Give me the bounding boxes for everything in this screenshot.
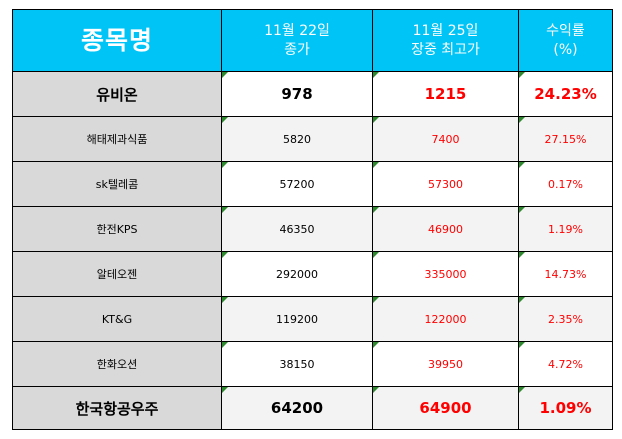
table-row: 알테오젠 292000 335000 14.73%	[12, 251, 613, 297]
number-as-text-marker	[373, 387, 379, 393]
return-cell[interactable]: 0.17%	[518, 161, 613, 207]
return-cell[interactable]: 27.15%	[518, 116, 613, 162]
number-as-text-marker	[519, 207, 525, 213]
stock-name-cell[interactable]: 한화오션	[12, 341, 222, 387]
intraday-high-cell[interactable]: 39950	[372, 341, 519, 387]
number-as-text-marker	[519, 117, 525, 123]
table-row: KT&G 119200 122000 2.35%	[12, 296, 613, 342]
header-high-date: 11월 25일	[412, 22, 479, 39]
number-as-text-marker	[373, 342, 379, 348]
return-cell[interactable]: 14.73%	[518, 251, 613, 297]
table-row: 유비온 978 1215 24.23%	[12, 71, 613, 117]
table-header-row: 종목명 11월 22일 종가 11월 25일 장중 최고가 수익률 (%)	[12, 9, 613, 72]
number-as-text-marker	[373, 162, 379, 168]
header-stock-name[interactable]: 종목명	[12, 9, 222, 72]
return-cell[interactable]: 1.09%	[518, 386, 613, 430]
stock-return-table: 종목명 11월 22일 종가 11월 25일 장중 최고가 수익률 (%) 유비…	[12, 9, 613, 430]
number-as-text-marker	[222, 297, 228, 303]
number-as-text-marker	[373, 297, 379, 303]
number-as-text-marker	[222, 162, 228, 168]
stock-name-cell[interactable]: sk텔레콤	[12, 161, 222, 207]
number-as-text-marker	[373, 252, 379, 258]
number-as-text-marker	[519, 252, 525, 258]
intraday-high-cell[interactable]: 122000	[372, 296, 519, 342]
close-price-cell[interactable]: 978	[221, 71, 373, 117]
intraday-high-cell[interactable]: 46900	[372, 206, 519, 252]
header-close-label: 종가	[284, 41, 310, 58]
close-price-cell[interactable]: 38150	[221, 341, 373, 387]
number-as-text-marker	[519, 387, 525, 393]
close-price-cell[interactable]: 64200	[221, 386, 373, 430]
return-cell[interactable]: 2.35%	[518, 296, 613, 342]
table-row: 한화오션 38150 39950 4.72%	[12, 341, 613, 387]
header-return-label: 수익률	[546, 22, 585, 39]
number-as-text-marker	[222, 72, 228, 78]
intraday-high-cell[interactable]: 57300	[372, 161, 519, 207]
header-intraday-high[interactable]: 11월 25일 장중 최고가	[372, 9, 519, 72]
table-row: 한국항공우주 64200 64900 1.09%	[12, 386, 613, 430]
header-close-date: 11월 22일	[264, 22, 330, 39]
header-return[interactable]: 수익률 (%)	[518, 9, 613, 72]
number-as-text-marker	[222, 387, 228, 393]
number-as-text-marker	[373, 117, 379, 123]
stock-name-cell[interactable]: KT&G	[12, 296, 222, 342]
stock-name-cell[interactable]: 한전KPS	[12, 206, 222, 252]
number-as-text-marker	[222, 342, 228, 348]
number-as-text-marker	[222, 207, 228, 213]
table-row: sk텔레콤 57200 57300 0.17%	[12, 161, 613, 207]
number-as-text-marker	[373, 207, 379, 213]
intraday-high-cell[interactable]: 64900	[372, 386, 519, 430]
return-cell[interactable]: 24.23%	[518, 71, 613, 117]
header-high-label: 장중 최고가	[411, 41, 480, 58]
intraday-high-cell[interactable]: 1215	[372, 71, 519, 117]
close-price-cell[interactable]: 57200	[221, 161, 373, 207]
table-row: 한전KPS 46350 46900 1.19%	[12, 206, 613, 252]
stock-name-cell[interactable]: 한국항공우주	[12, 386, 222, 430]
number-as-text-marker	[519, 72, 525, 78]
number-as-text-marker	[519, 342, 525, 348]
close-price-cell[interactable]: 119200	[221, 296, 373, 342]
return-cell[interactable]: 4.72%	[518, 341, 613, 387]
close-price-cell[interactable]: 46350	[221, 206, 373, 252]
intraday-high-cell[interactable]: 335000	[372, 251, 519, 297]
number-as-text-marker	[519, 297, 525, 303]
close-price-cell[interactable]: 5820	[221, 116, 373, 162]
return-cell[interactable]: 1.19%	[518, 206, 613, 252]
table-row: 해태제과식품 5820 7400 27.15%	[12, 116, 613, 162]
number-as-text-marker	[222, 117, 228, 123]
stock-name-cell[interactable]: 해태제과식품	[12, 116, 222, 162]
stock-name-cell[interactable]: 유비온	[12, 71, 222, 117]
intraday-high-cell[interactable]: 7400	[372, 116, 519, 162]
close-price-cell[interactable]: 292000	[221, 251, 373, 297]
stock-name-cell[interactable]: 알테오젠	[12, 251, 222, 297]
number-as-text-marker	[373, 72, 379, 78]
number-as-text-marker	[222, 252, 228, 258]
header-return-unit: (%)	[553, 41, 578, 58]
header-close-price[interactable]: 11월 22일 종가	[221, 9, 373, 72]
number-as-text-marker	[519, 162, 525, 168]
